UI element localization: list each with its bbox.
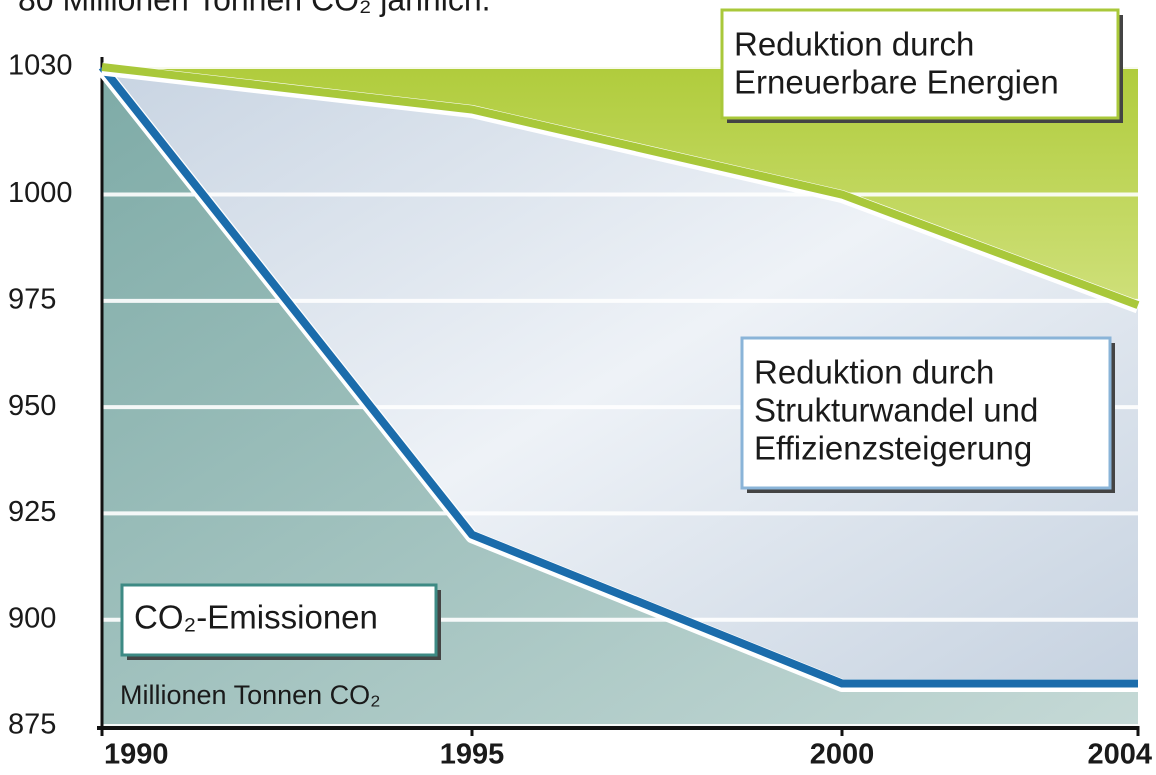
x-tick-label: 2004 [1087, 739, 1152, 771]
y-axis-label: Millionen Tonnen CO₂ [120, 680, 381, 710]
legend-label: CO₂-Emissionen [134, 599, 378, 636]
legend-label: Strukturwandel und [754, 392, 1038, 429]
legend-label: Reduktion durch [734, 26, 974, 63]
label-box [120, 583, 438, 657]
area [102, 67, 1138, 306]
x-tick-label: 1990 [104, 739, 169, 771]
y-tick-label: 925 [8, 496, 56, 528]
y-tick-label: 975 [8, 283, 56, 315]
y-tick-label: 1000 [8, 177, 73, 209]
y-tick-label: 950 [8, 390, 56, 422]
x-tick-label: 1995 [440, 739, 505, 771]
line [101, 63, 1140, 309]
y-tick-label: 900 [8, 602, 56, 634]
area [102, 67, 1138, 726]
area [102, 67, 1138, 684]
label-box [740, 336, 1112, 490]
x-tick-label: 2000 [810, 739, 875, 771]
legend-label: Erneuerbare Energien [734, 64, 1059, 101]
y-tick-label: 875 [8, 709, 56, 741]
label-box [720, 8, 1120, 120]
chart-title: 80 Millionen Tonnen CO₂ jährlich. [18, 0, 491, 17]
legend-label: Reduktion durch [754, 354, 994, 391]
line [98, 64, 1138, 688]
y-tick-label: 1030 [8, 50, 73, 82]
legend-label: Effizienzsteigerung [754, 430, 1032, 467]
